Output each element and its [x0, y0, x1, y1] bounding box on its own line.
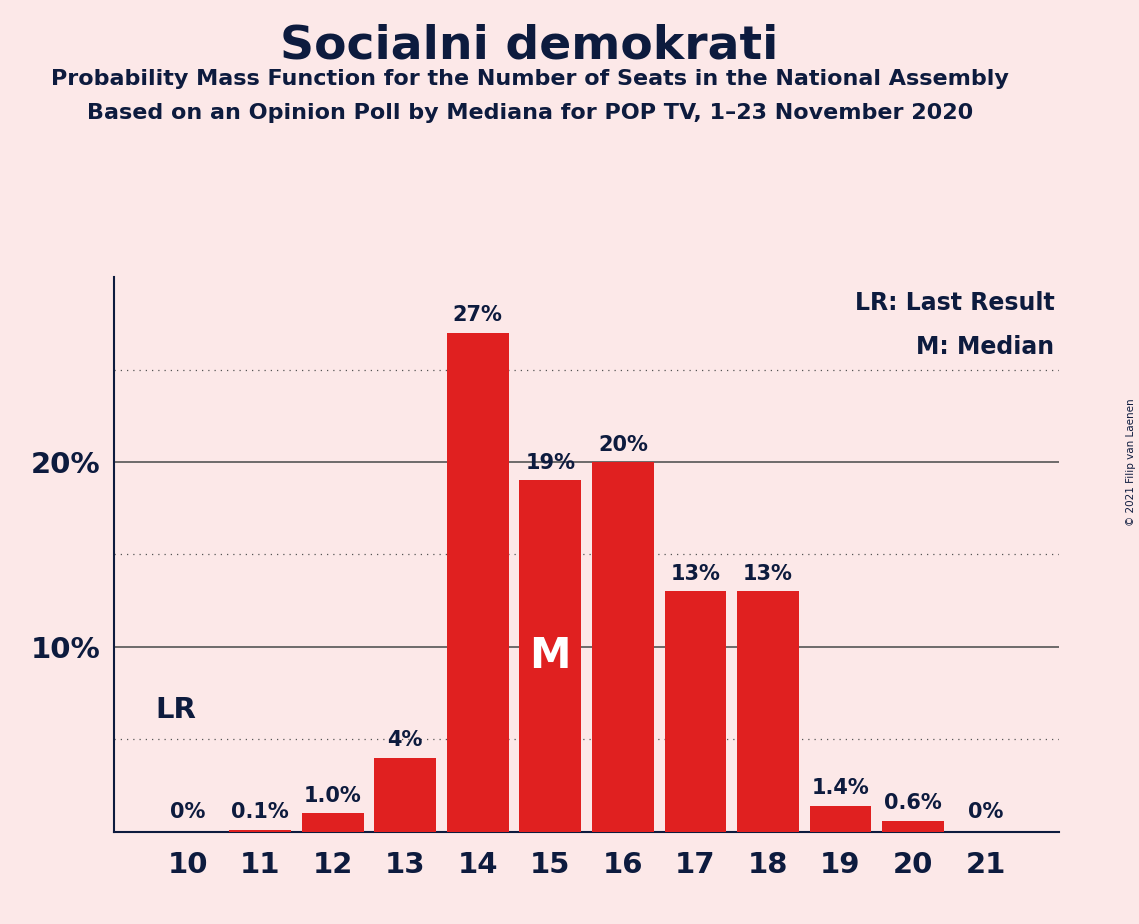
Bar	[592, 462, 654, 832]
Text: Based on an Opinion Poll by Mediana for POP TV, 1–23 November 2020: Based on an Opinion Poll by Mediana for …	[87, 103, 973, 124]
Bar	[229, 830, 292, 832]
Text: 0%: 0%	[968, 802, 1003, 822]
Text: LR: Last Result: LR: Last Result	[854, 291, 1055, 315]
Text: LR: LR	[155, 697, 196, 724]
Bar	[446, 333, 509, 832]
Text: M: M	[530, 635, 571, 677]
Bar	[810, 806, 871, 832]
Bar	[519, 480, 581, 832]
Text: Socialni demokrati: Socialni demokrati	[280, 23, 779, 68]
Text: 1.0%: 1.0%	[304, 785, 361, 806]
Text: 19%: 19%	[525, 453, 575, 473]
Text: 0.1%: 0.1%	[231, 802, 289, 822]
Text: Probability Mass Function for the Number of Seats in the National Assembly: Probability Mass Function for the Number…	[51, 69, 1008, 90]
Text: M: Median: M: Median	[917, 335, 1055, 359]
Bar	[664, 591, 727, 832]
Bar	[375, 758, 436, 832]
Text: 1.4%: 1.4%	[812, 778, 869, 798]
Text: 4%: 4%	[387, 730, 423, 750]
Text: 27%: 27%	[453, 305, 502, 325]
Text: 13%: 13%	[743, 564, 793, 584]
Text: 0.6%: 0.6%	[884, 793, 942, 813]
Text: 13%: 13%	[671, 564, 720, 584]
Bar	[882, 821, 944, 832]
Text: 20%: 20%	[598, 434, 648, 455]
Text: © 2021 Filip van Laenen: © 2021 Filip van Laenen	[1126, 398, 1136, 526]
Text: 0%: 0%	[170, 802, 205, 822]
Bar	[737, 591, 798, 832]
Bar	[302, 813, 363, 832]
